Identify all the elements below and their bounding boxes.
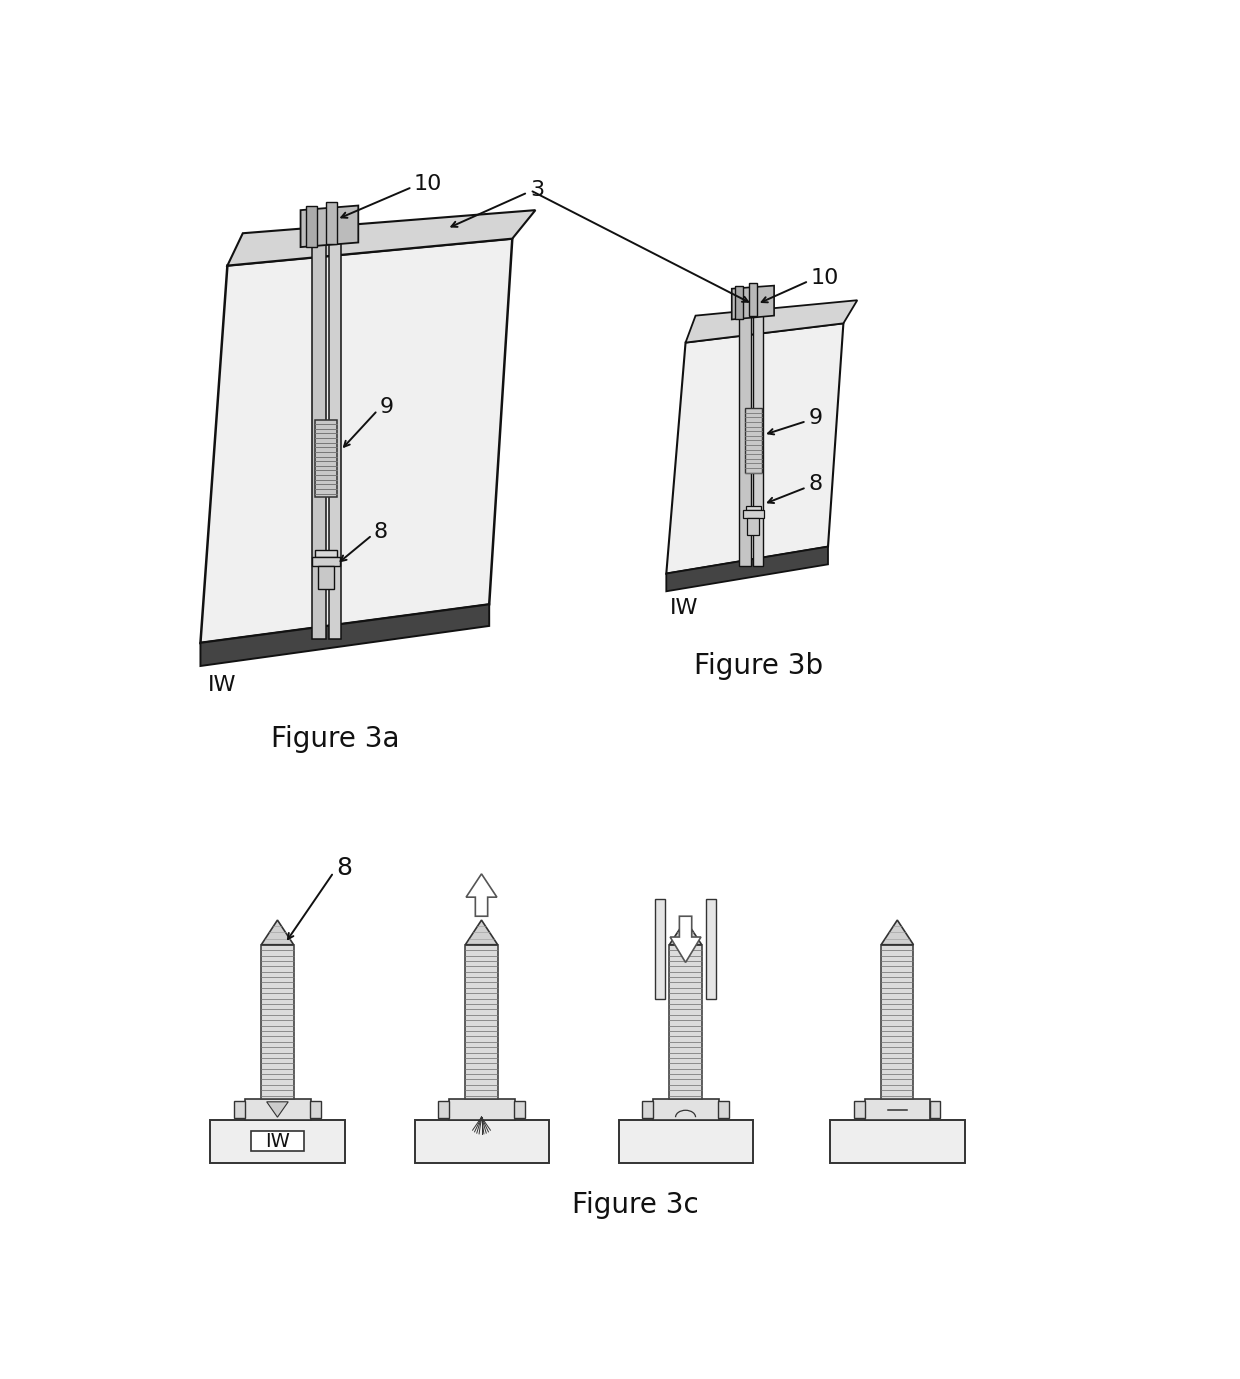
- Bar: [735, 285, 743, 320]
- Bar: [306, 205, 316, 247]
- Text: IW: IW: [670, 598, 698, 618]
- Bar: [414, 1120, 549, 1162]
- Text: IW: IW: [208, 676, 237, 695]
- Text: 8: 8: [808, 474, 823, 494]
- Bar: [707, 899, 717, 998]
- Bar: [315, 550, 337, 557]
- Bar: [319, 565, 334, 589]
- Polygon shape: [267, 1102, 288, 1117]
- Bar: [930, 1100, 940, 1118]
- Bar: [831, 1120, 965, 1162]
- Bar: [619, 1120, 754, 1162]
- Bar: [211, 1120, 345, 1162]
- Polygon shape: [882, 920, 914, 945]
- Polygon shape: [201, 604, 490, 666]
- Polygon shape: [670, 916, 701, 963]
- Bar: [329, 229, 341, 638]
- Bar: [745, 506, 761, 510]
- Bar: [653, 1099, 719, 1120]
- Bar: [655, 899, 665, 998]
- Bar: [718, 1100, 729, 1118]
- Bar: [854, 1100, 866, 1118]
- Bar: [882, 945, 914, 1099]
- Polygon shape: [732, 285, 774, 320]
- Text: Figure 3c: Figure 3c: [572, 1191, 699, 1219]
- Bar: [449, 1099, 515, 1120]
- Bar: [234, 1100, 246, 1118]
- Text: Figure 3a: Figure 3a: [272, 725, 399, 753]
- Text: IW: IW: [265, 1132, 290, 1150]
- Text: 9: 9: [808, 408, 823, 427]
- Bar: [513, 1100, 525, 1118]
- Bar: [439, 1100, 449, 1118]
- Polygon shape: [227, 210, 536, 266]
- Bar: [745, 408, 761, 473]
- Bar: [743, 510, 764, 519]
- Bar: [739, 301, 751, 565]
- Bar: [465, 945, 497, 1099]
- Bar: [754, 296, 763, 565]
- Text: 8: 8: [373, 523, 388, 542]
- Bar: [312, 557, 340, 565]
- Polygon shape: [262, 920, 294, 945]
- Polygon shape: [201, 239, 512, 643]
- Polygon shape: [465, 920, 497, 945]
- Bar: [315, 419, 337, 496]
- Polygon shape: [466, 874, 497, 916]
- Polygon shape: [300, 205, 358, 247]
- Text: Figure 3b: Figure 3b: [694, 652, 823, 680]
- Bar: [749, 283, 758, 316]
- Bar: [246, 1099, 310, 1120]
- Text: 10: 10: [811, 268, 839, 288]
- Bar: [642, 1100, 653, 1118]
- Bar: [310, 1100, 321, 1118]
- Bar: [312, 233, 326, 638]
- Bar: [250, 1131, 304, 1151]
- Bar: [326, 203, 337, 244]
- Polygon shape: [670, 920, 702, 945]
- Text: 9: 9: [379, 397, 394, 418]
- Polygon shape: [666, 323, 843, 574]
- Bar: [748, 519, 759, 535]
- Text: 10: 10: [414, 174, 443, 194]
- Text: 8: 8: [337, 856, 352, 880]
- Polygon shape: [666, 546, 828, 592]
- Bar: [670, 945, 702, 1099]
- Polygon shape: [686, 301, 857, 342]
- Bar: [866, 1099, 930, 1120]
- Text: 3: 3: [529, 181, 544, 200]
- Bar: [262, 945, 294, 1099]
